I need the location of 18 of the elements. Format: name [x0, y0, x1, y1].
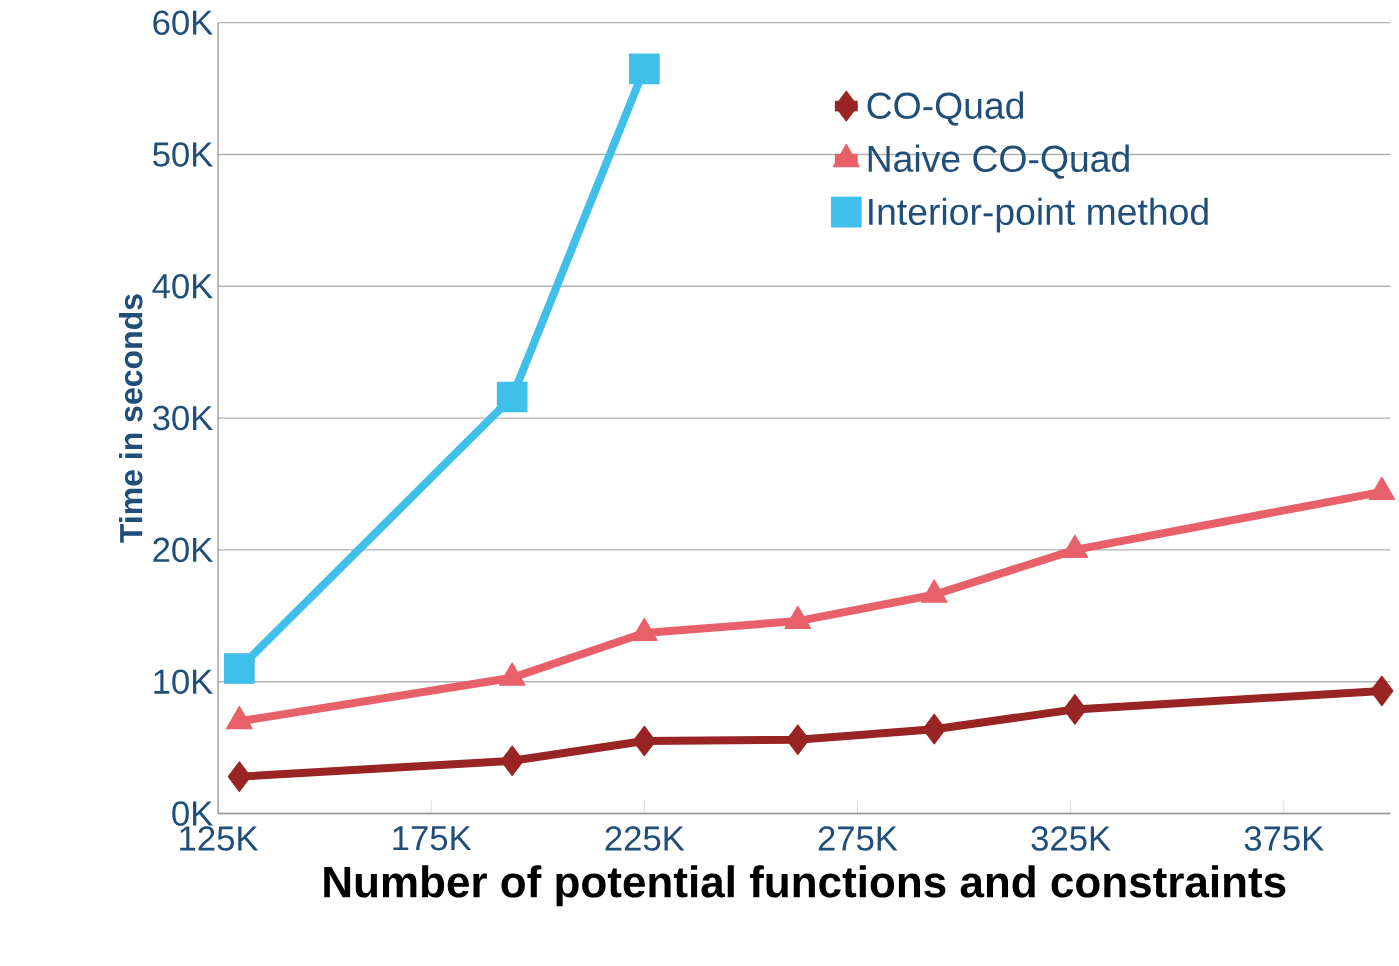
y-axis-title: Time in seconds — [118, 294, 143, 544]
legend-label: Interior-point method — [869, 197, 1208, 233]
x-tick-label: 375K — [1244, 826, 1324, 851]
y-tick-label: 50K — [153, 142, 213, 167]
legend-label: Naive CO-Quad — [868, 144, 1129, 179]
y-tick-label: 30K — [152, 406, 213, 431]
x-tick-label: 275K — [818, 826, 898, 851]
y-tick-label: 40K — [152, 274, 213, 299]
x-tick-label: 225K — [605, 826, 685, 851]
x-tick-label: 125K — [180, 826, 259, 851]
x-tick-label: 175K — [393, 826, 472, 851]
y-tick-label: 0K — [172, 801, 213, 827]
x-axis-title: Number of potential functions and constraints — [324, 865, 1286, 907]
x-tick-label: 325K — [1031, 826, 1111, 851]
legend-label: CO-Quad — [867, 91, 1024, 126]
y-tick-label: 60K — [153, 10, 213, 36]
y-tick-label: 20K — [153, 537, 213, 563]
y-tick-label: 10K — [154, 669, 213, 695]
